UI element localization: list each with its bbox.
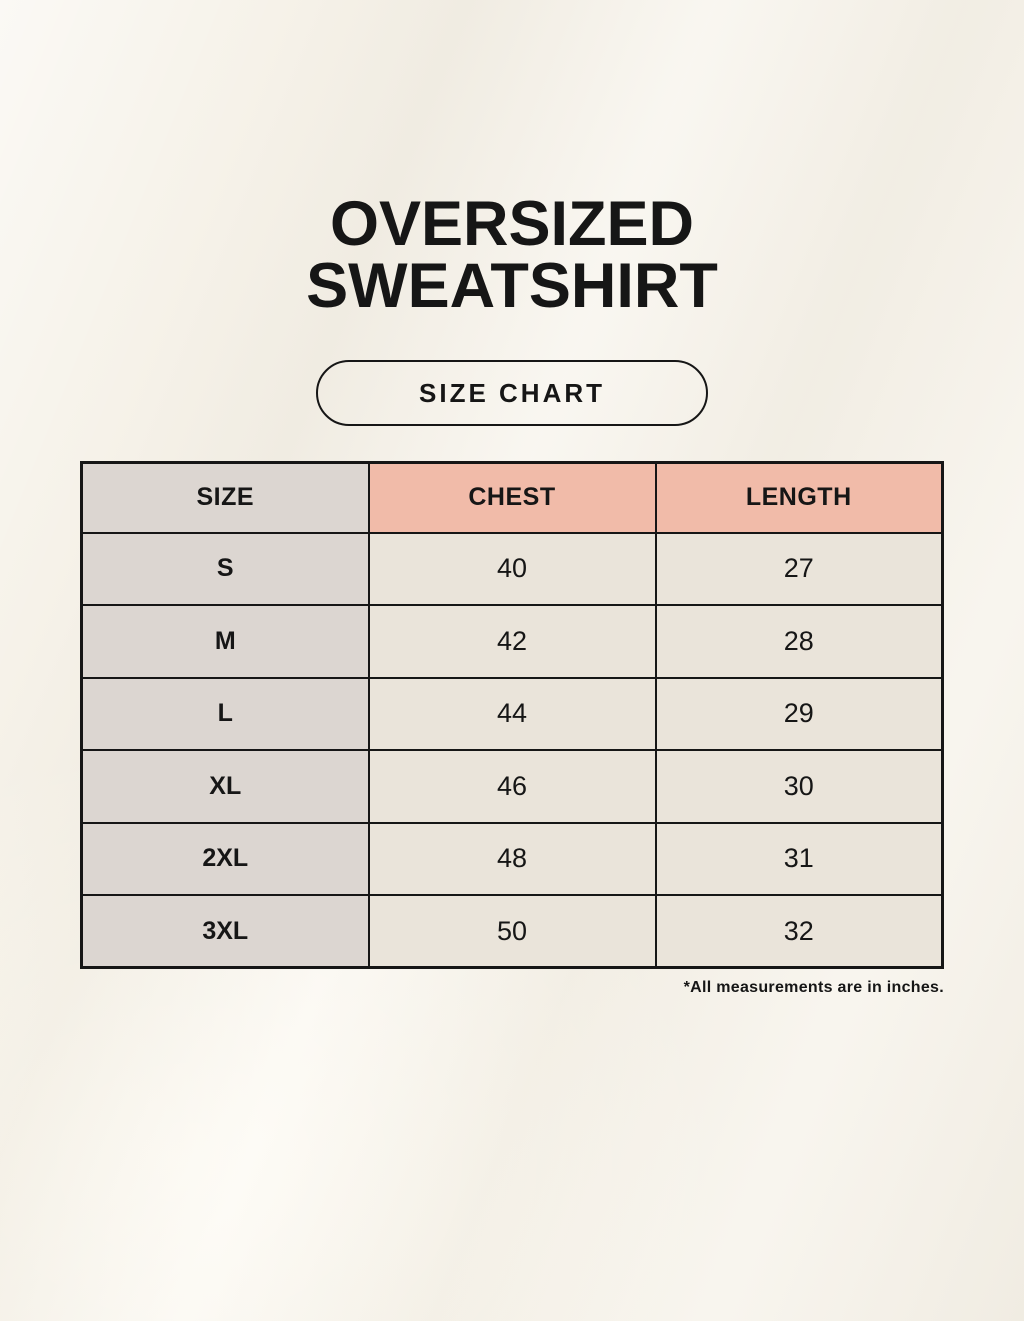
chest-cell: 40	[367, 531, 657, 606]
column-header-length: LENGTH	[654, 461, 944, 534]
page-title: OVERSIZED SWEATSHIRT	[0, 0, 1024, 321]
table-row: L 44 29	[80, 676, 944, 751]
size-cell: 2XL	[80, 821, 370, 896]
size-chart-table-header: SIZE CHEST LENGTH	[80, 461, 944, 534]
column-header-size: SIZE	[80, 461, 370, 534]
length-cell: 27	[654, 531, 944, 606]
size-cell: 3XL	[80, 894, 370, 969]
table-row: XL 46 30	[80, 749, 944, 824]
page-title-line1: OVERSIZED	[329, 189, 695, 259]
table-row: S 40 27	[80, 531, 944, 606]
size-chart-badge: SIZE CHART	[316, 360, 708, 426]
size-cell: M	[80, 604, 370, 679]
chest-cell: 42	[367, 604, 657, 679]
table-row: 2XL 48 31	[80, 821, 944, 896]
size-chart-badge-label: SIZE CHART	[419, 377, 605, 408]
length-cell: 29	[654, 676, 944, 751]
size-cell: XL	[80, 749, 370, 824]
table-row: 3XL 50 32	[80, 894, 944, 969]
header-row: SIZE CHEST LENGTH	[80, 461, 944, 534]
size-chart-table: SIZE CHEST LENGTH S 40 27 M 42 28 L 44 29 XL 46 30 2…	[80, 461, 944, 969]
table-row: M 42 28	[80, 604, 944, 679]
length-cell: 31	[654, 821, 944, 896]
chest-cell: 46	[367, 749, 657, 824]
chest-cell: 44	[367, 676, 657, 751]
length-cell: 28	[654, 604, 944, 679]
measurements-footnote: *All measurements are in inches.	[683, 979, 944, 996]
chest-cell: 48	[367, 821, 657, 896]
size-cell: L	[80, 676, 370, 751]
length-cell: 32	[654, 894, 944, 969]
chest-cell: 50	[367, 894, 657, 969]
page-title-line2: SWEATSHIRT	[306, 251, 718, 321]
size-table-body: S 40 27 M 42 28 L 44 29 XL 46 30 2XL 48 31 3XL 50 32	[80, 531, 944, 969]
column-header-chest: CHEST	[367, 461, 657, 534]
size-cell: S	[80, 531, 370, 606]
length-cell: 30	[654, 749, 944, 824]
